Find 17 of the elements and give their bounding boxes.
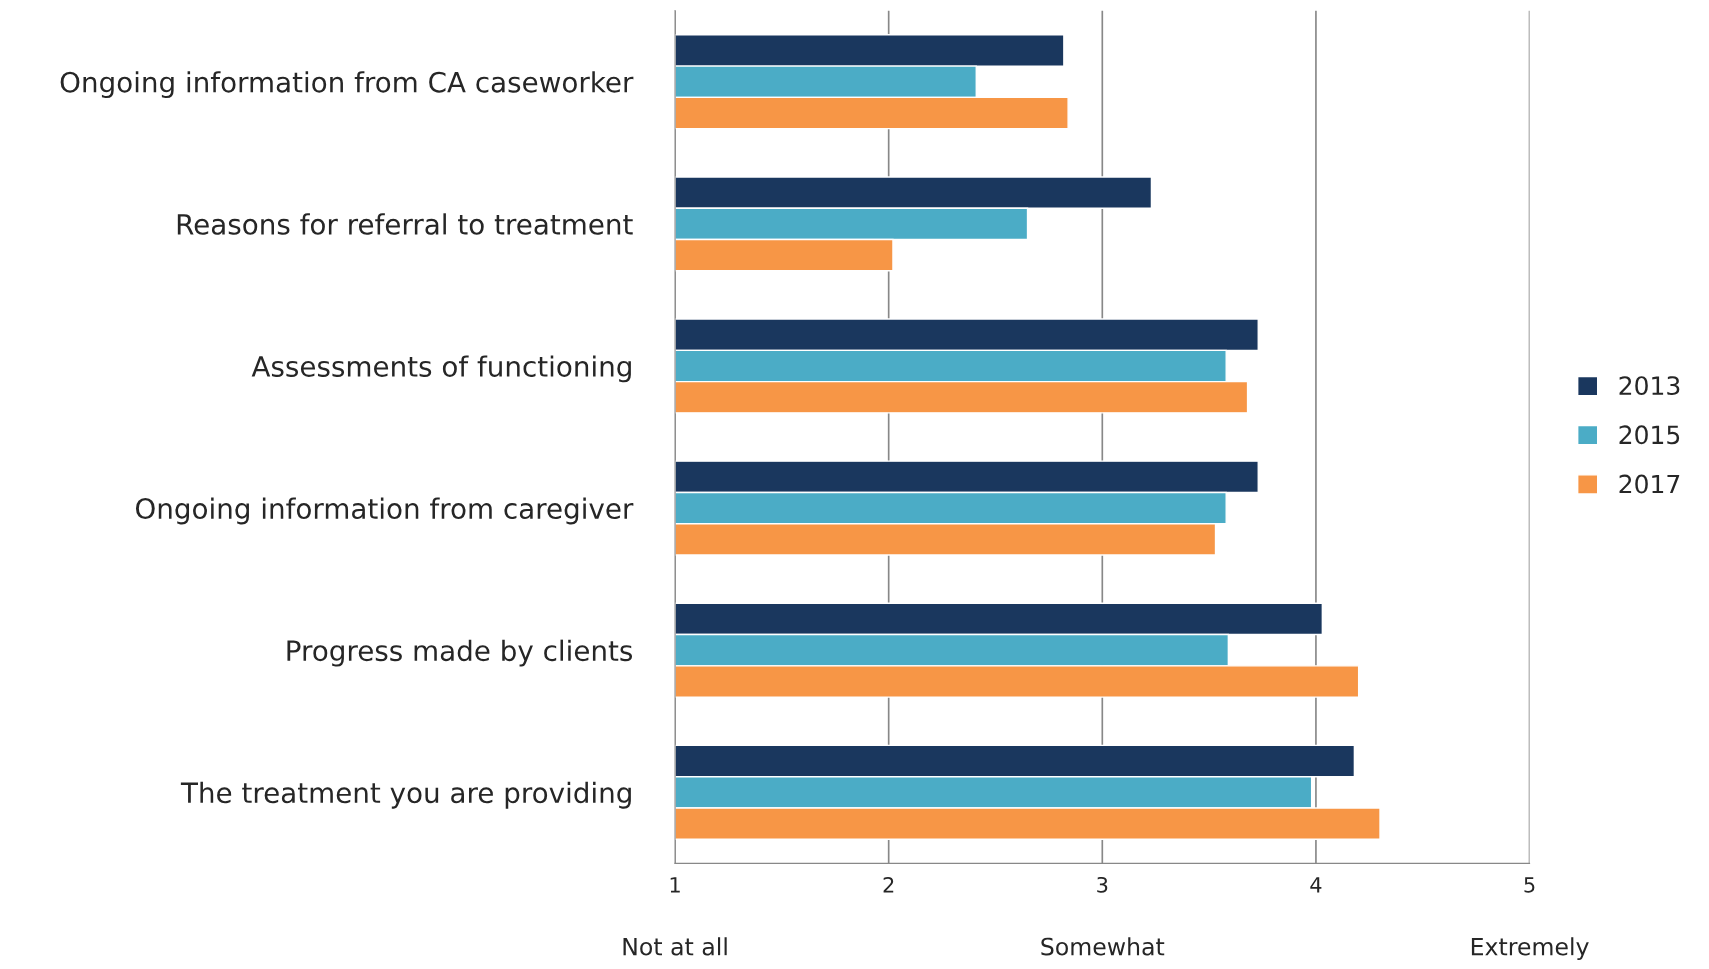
y-tick-label: Reasons for referral to treatment [177,213,633,235]
text: Extremely [1471,937,1589,961]
legend-label: 2015 [1619,425,1680,445]
y-tick-label: The treatment you are providing [180,781,631,809]
legend-label: 2013 [1619,376,1680,396]
text: Somewhat [1041,937,1165,956]
y-tick-label: Progress made by clients [287,639,633,667]
legend-label: 2017 [1619,474,1680,494]
x-tick-label: 2 [883,876,894,893]
x-tick-label: 1 [670,877,680,893]
y-tick-label: Ongoing information from CA caseworker [60,71,634,99]
x-tick-label: 5 [1524,877,1535,893]
y-tick-label: Ongoing information from caregiver [135,497,634,525]
y-tick-label: Assessments of functioning [251,355,631,383]
x-tick-label: 4 [1310,877,1322,893]
x-tick-label: 3 [1097,876,1108,893]
text: Not at all [623,937,727,956]
